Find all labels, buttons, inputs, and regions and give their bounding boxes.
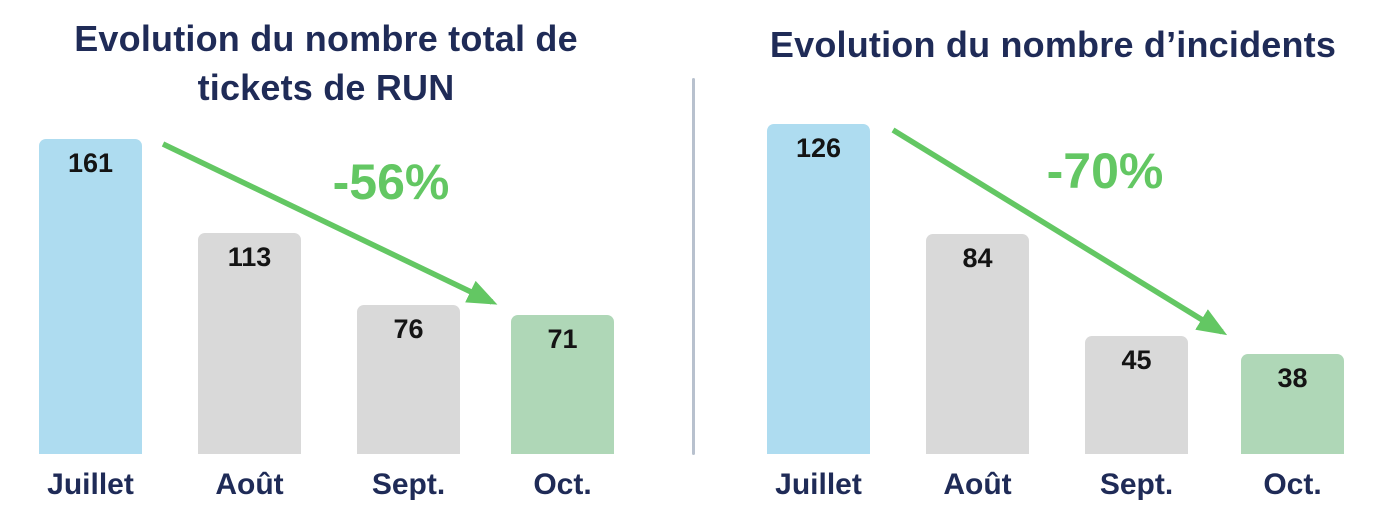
category-label-sept: Sept. <box>371 468 446 501</box>
bar-sept <box>1085 336 1188 454</box>
category-label-oct: Oct. <box>1263 468 1322 501</box>
bar-oct <box>1241 354 1344 454</box>
category-label-aout: Août <box>943 468 1012 501</box>
bar-value-label: 76 <box>393 314 424 344</box>
category-label-oct: Oct. <box>533 468 592 501</box>
category-label-juillet: Juillet <box>775 468 862 501</box>
category-label-juillet: Juillet <box>47 468 134 501</box>
bar-juillet <box>39 139 142 454</box>
bar-value-label: 38 <box>1277 363 1308 393</box>
bar-value-label: 113 <box>227 242 272 272</box>
chart-title: Evolution du nombre d’incidents <box>769 24 1337 65</box>
panel-divider <box>692 78 695 455</box>
bar-value-label: 71 <box>547 324 578 354</box>
bar-oct <box>511 315 614 454</box>
bar-aout <box>198 233 301 454</box>
bar-value-label: 45 <box>1121 345 1152 375</box>
bar-aout <box>926 234 1029 454</box>
bar-sept <box>357 305 460 454</box>
bar-value-label: 84 <box>962 243 993 273</box>
category-label-sept: Sept. <box>1099 468 1174 501</box>
bar-value-label: 161 <box>67 148 114 178</box>
category-label-aout: Août <box>215 468 284 501</box>
chart-title: Evolution du nombre total de tickets de R… <box>74 18 578 108</box>
trend-percent-label: -70% <box>1046 143 1164 199</box>
bar-value-label: 126 <box>795 133 842 163</box>
trend-percent-label: -56% <box>332 154 450 210</box>
bar-juillet <box>767 124 870 454</box>
